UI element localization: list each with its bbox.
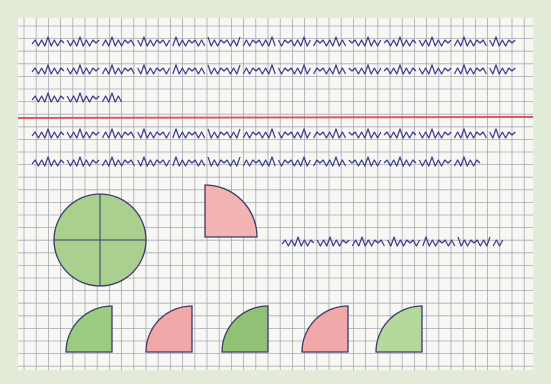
handwriting-line bbox=[31, 92, 123, 103]
handwriting bbox=[31, 36, 516, 247]
quarter-circle bbox=[65, 305, 113, 353]
handwriting-line bbox=[281, 236, 504, 247]
handwriting-line bbox=[31, 36, 516, 47]
quarter-circle bbox=[204, 184, 258, 238]
quarter-circle bbox=[145, 305, 193, 353]
quarter-circle bbox=[221, 305, 269, 353]
quarter-circle bbox=[375, 305, 423, 353]
handwriting-line bbox=[31, 128, 516, 139]
red-margin-line bbox=[17, 116, 534, 119]
quarter-circle bbox=[301, 305, 349, 353]
handwriting-line bbox=[31, 64, 516, 75]
handwriting-line bbox=[31, 156, 481, 167]
